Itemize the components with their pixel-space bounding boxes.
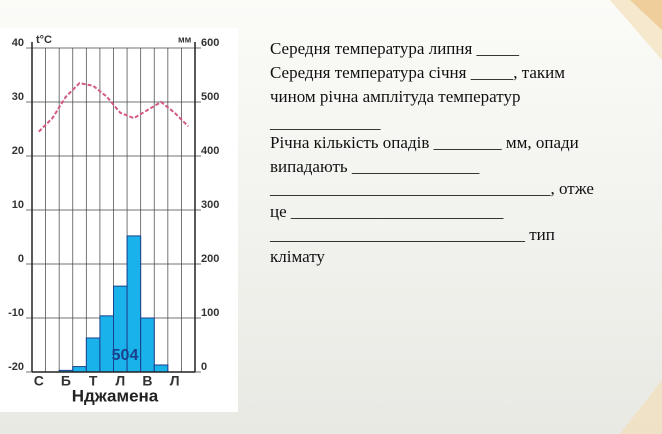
y2-tick-label: 200 <box>201 253 219 265</box>
station-name: Нджамена <box>72 386 159 405</box>
y2-tick-label: 0 <box>201 361 207 373</box>
worksheet-line: клімату <box>270 247 325 266</box>
worksheet-line: Середня температура січня _____, таким <box>270 63 565 82</box>
worksheet-line: Середня температура липня _____ <box>270 39 520 58</box>
y-tick-label: 30 <box>12 91 24 103</box>
x-tick-label: Б <box>61 373 71 389</box>
precipitation-bar <box>72 366 87 373</box>
precipitation-bar <box>85 337 101 373</box>
decoration <box>620 380 662 434</box>
x-tick-label: С <box>34 373 44 389</box>
y2-tick-label: 600 <box>201 37 219 49</box>
worksheet-text: Середня температура липня _____ Середня т… <box>269 39 594 266</box>
worksheet-line: _________________________________, отже <box>269 179 594 198</box>
x-tick-label: В <box>142 373 152 389</box>
y-tick-label: -20 <box>8 361 24 373</box>
x-tick-label: Л <box>170 373 180 389</box>
x-tick-label: Л <box>115 373 125 389</box>
x-tick-label: Т <box>89 373 98 389</box>
y-axis-title: t°C <box>36 34 52 46</box>
worksheet-line: чином річна амплітуда температур <box>270 87 520 106</box>
decoration <box>630 0 662 30</box>
annual-total: 504 <box>112 347 139 364</box>
y-tick-label: -10 <box>8 307 24 319</box>
y-tick-label: 20 <box>12 145 24 157</box>
precipitation-bar <box>153 364 169 373</box>
y-tick-label: 0 <box>18 253 24 265</box>
y-tick-label: 10 <box>12 199 24 211</box>
worksheet-line: випадають _______________ <box>270 157 480 176</box>
worksheet-line: _____________ <box>269 113 381 132</box>
y2-tick-label: 300 <box>201 199 219 211</box>
worksheet-line: це _________________________ <box>270 202 504 221</box>
temperature-line <box>38 82 189 133</box>
y2-tick-label: 100 <box>201 307 219 319</box>
y2-axis-title: мм <box>178 34 192 44</box>
worksheet-line: ______________________________ тип <box>269 225 555 244</box>
y-tick-label: 40 <box>12 37 24 49</box>
y2-tick-label: 400 <box>201 145 219 157</box>
y2-tick-label: 500 <box>201 91 219 103</box>
precipitation-bar <box>140 317 155 373</box>
worksheet-line: Річна кількість опадів ________ мм, опад… <box>270 133 579 152</box>
